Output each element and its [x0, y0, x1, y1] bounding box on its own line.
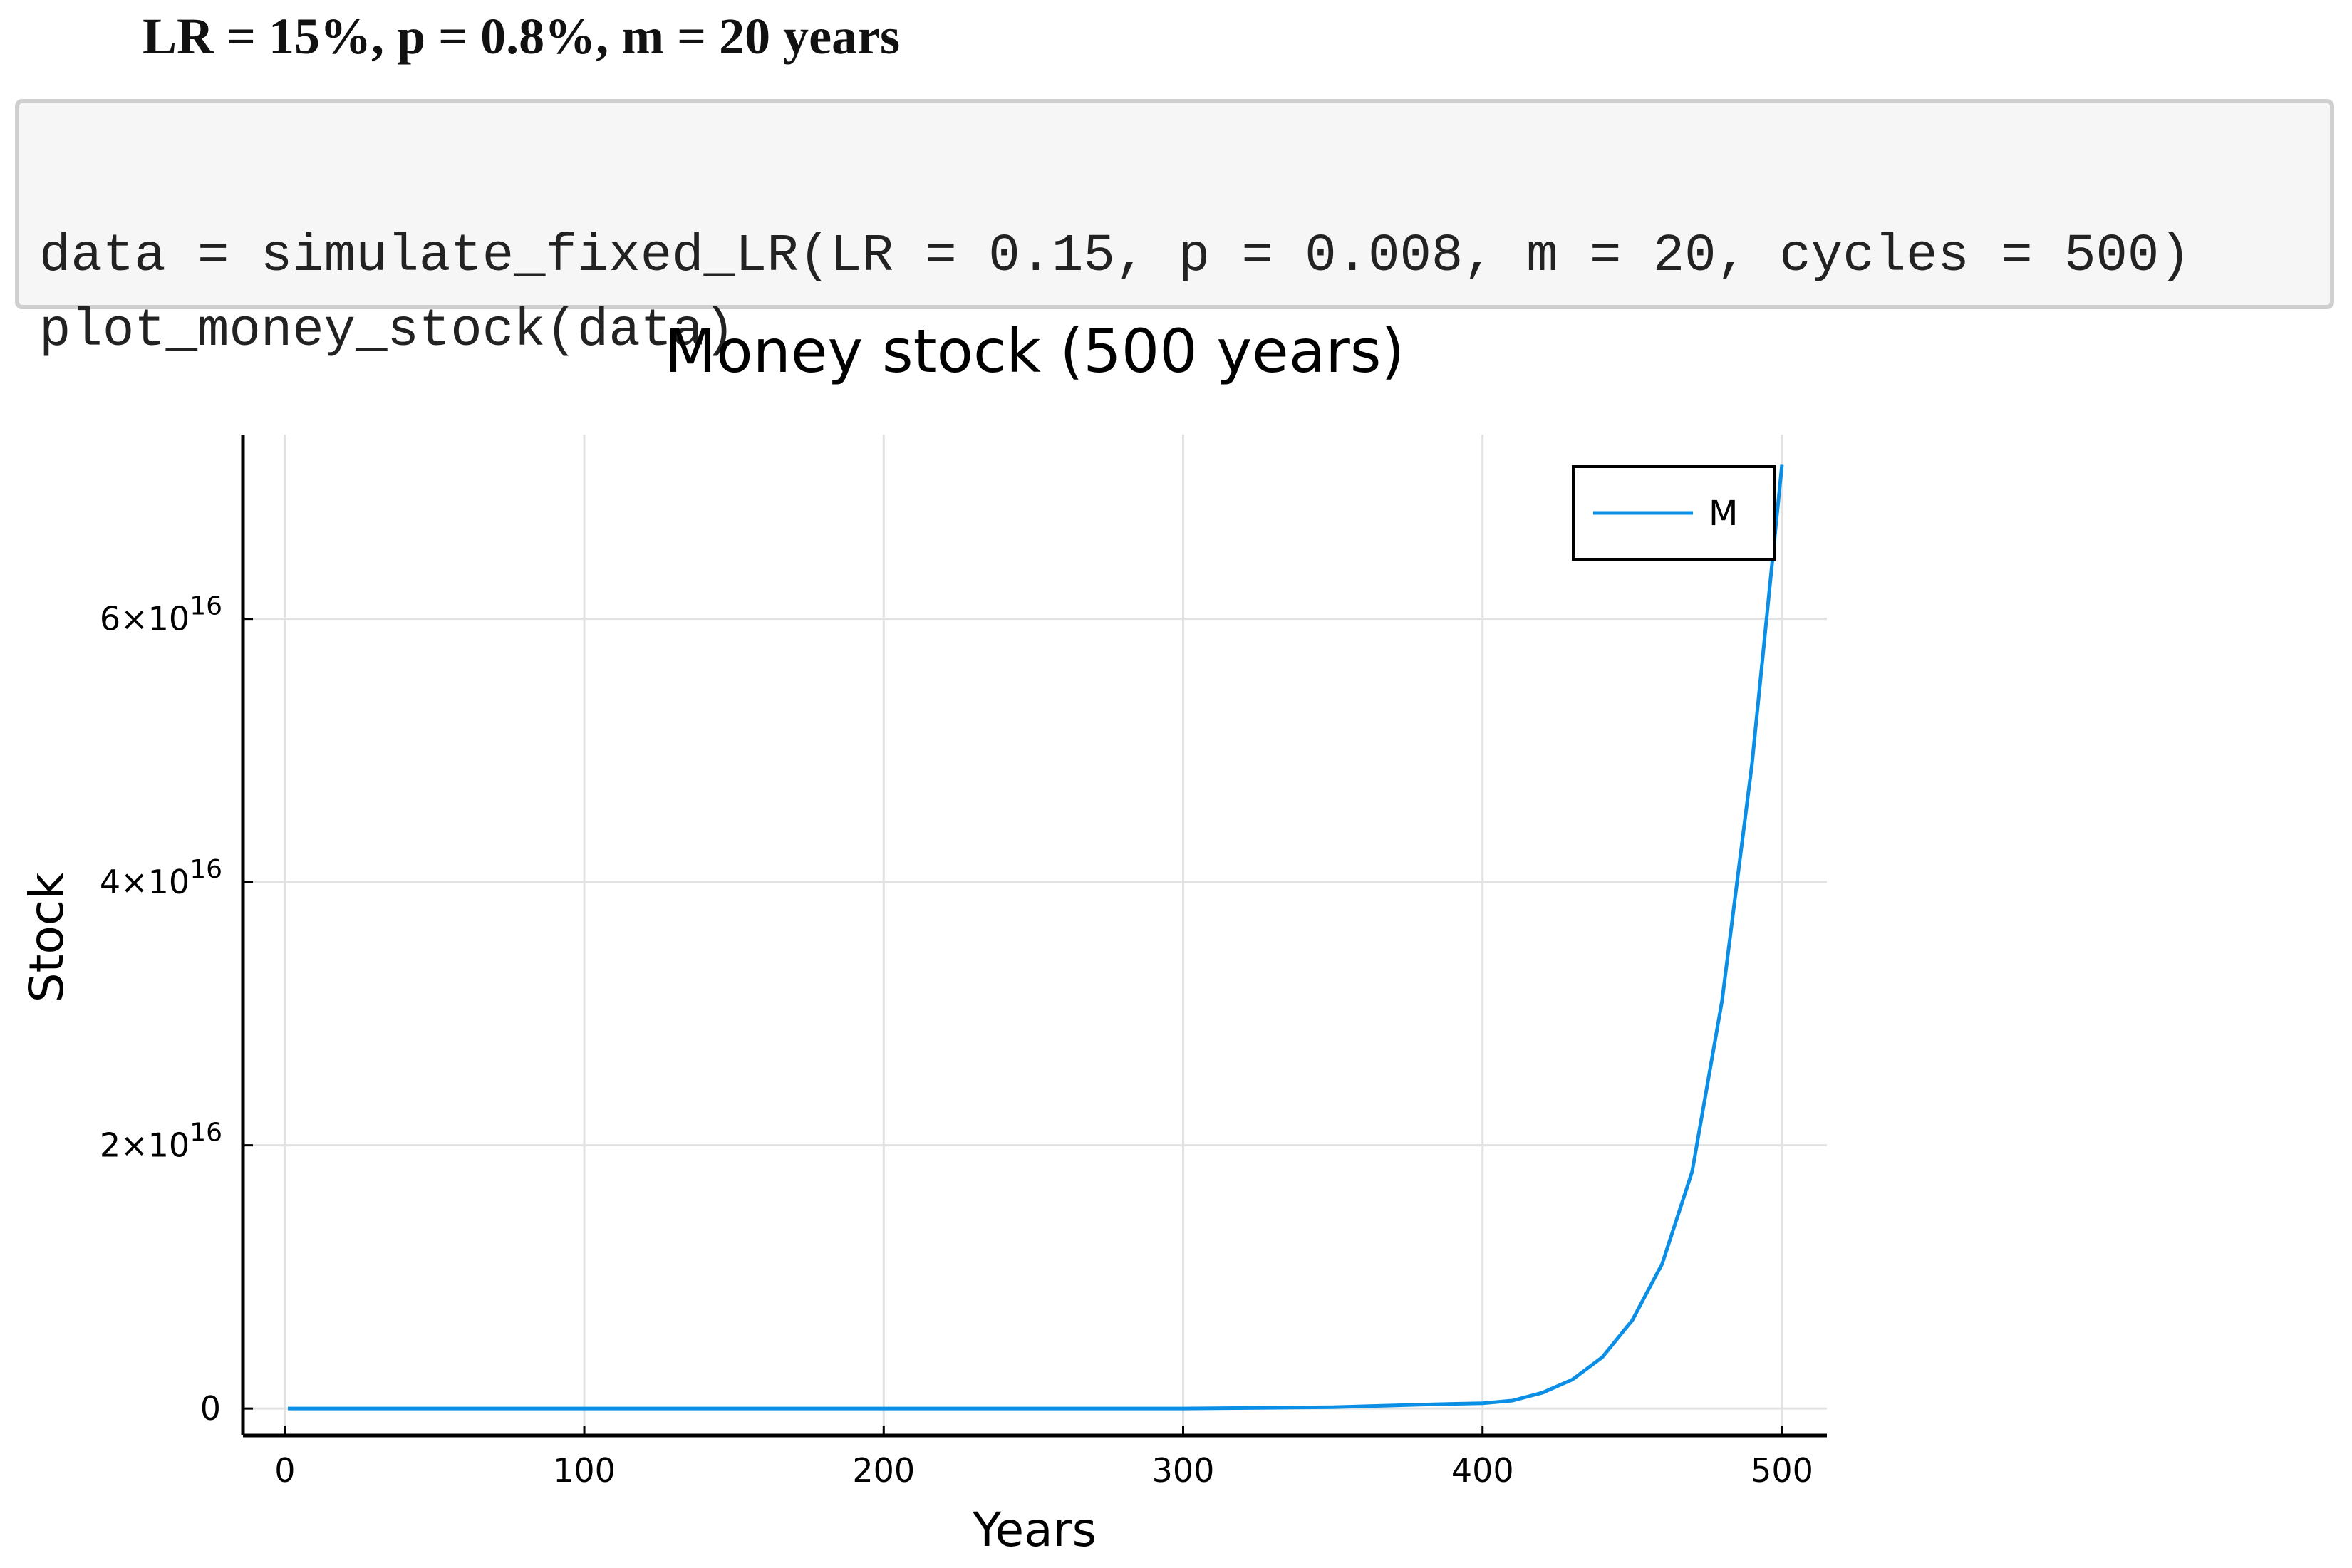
x-tick-label: 200: [852, 1451, 915, 1490]
y-tick-base: 6×10: [100, 600, 190, 638]
x-tick-label: 500: [1751, 1451, 1813, 1490]
x-axis-label: Years: [972, 1502, 1097, 1557]
y-tick-exponent: 16: [190, 592, 222, 621]
y-tick-base: 4×10: [100, 863, 190, 901]
series-line: [288, 464, 1784, 1411]
x-tick-label: 0: [274, 1451, 295, 1490]
y-tick-exponent: 16: [190, 855, 222, 884]
x-tick-label: 100: [553, 1451, 616, 1490]
y-tick-label: 0: [200, 1389, 221, 1428]
x-tick-label: 300: [1152, 1451, 1215, 1490]
y-tick-label: 2×1016: [100, 1118, 222, 1165]
y-tick-base: 2×10: [100, 1126, 190, 1165]
code-line: data = simulate_fixed_LR(LR = 0.15, p = …: [39, 227, 2191, 286]
code-line: plot_money_stock(data): [39, 301, 735, 361]
heading: LR = 15%, p = 0.8%, m = 20 years: [143, 8, 901, 65]
chart-title: Money stock (500 years): [665, 316, 1405, 386]
y-tick-exponent: 16: [190, 1118, 222, 1148]
y-tick-label: 4×1016: [100, 855, 222, 901]
y-axis-label: Stock: [19, 872, 74, 1002]
legend-label: M: [1709, 494, 1738, 534]
y-tick-label: 6×1016: [100, 592, 222, 638]
code-cell: data = simulate_fixed_LR(LR = 0.15, p = …: [15, 99, 2334, 361]
x-tick-label: 400: [1451, 1451, 1514, 1490]
